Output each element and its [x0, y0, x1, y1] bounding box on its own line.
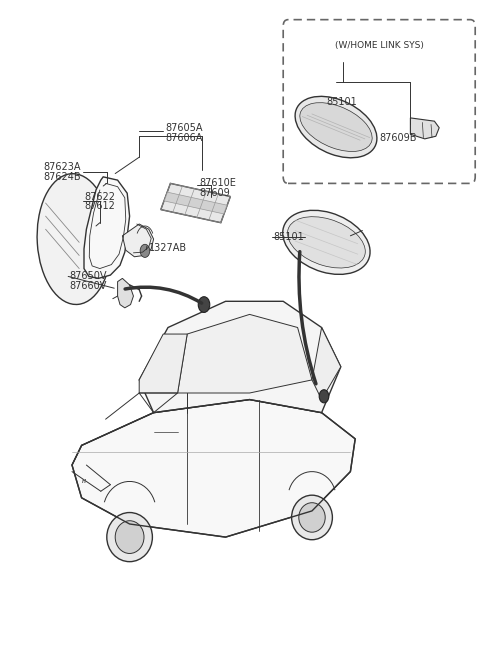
Text: 85101: 85101: [274, 232, 304, 242]
Text: 87605A: 87605A: [166, 122, 203, 133]
Circle shape: [319, 390, 329, 403]
Polygon shape: [122, 224, 154, 257]
Circle shape: [140, 244, 150, 257]
Polygon shape: [118, 278, 133, 308]
Ellipse shape: [299, 503, 325, 532]
FancyBboxPatch shape: [283, 20, 475, 183]
Text: 87609B: 87609B: [379, 132, 417, 143]
Text: 87606A: 87606A: [166, 132, 203, 143]
Text: 87624B: 87624B: [43, 172, 81, 182]
Text: 87660V: 87660V: [70, 281, 107, 291]
Text: 87650V: 87650V: [70, 271, 107, 282]
Text: 87610E: 87610E: [199, 178, 236, 189]
Ellipse shape: [107, 512, 153, 562]
Ellipse shape: [300, 103, 372, 151]
Polygon shape: [139, 301, 341, 413]
Ellipse shape: [288, 217, 365, 268]
Text: 87622: 87622: [84, 191, 115, 202]
Ellipse shape: [115, 521, 144, 553]
Ellipse shape: [295, 96, 377, 158]
Ellipse shape: [291, 495, 332, 540]
Text: 1327AB: 1327AB: [149, 242, 187, 253]
Polygon shape: [178, 314, 312, 393]
Polygon shape: [72, 400, 355, 537]
Polygon shape: [139, 334, 187, 393]
Text: 87609: 87609: [199, 188, 230, 198]
Ellipse shape: [37, 174, 112, 305]
Text: 87612: 87612: [84, 201, 115, 212]
Text: 87623A: 87623A: [43, 162, 81, 172]
Polygon shape: [161, 183, 230, 223]
Text: 85101: 85101: [326, 96, 357, 107]
Polygon shape: [410, 118, 439, 139]
Circle shape: [198, 297, 210, 312]
Text: (W/HOME LINK SYS): (W/HOME LINK SYS): [335, 41, 424, 50]
Polygon shape: [164, 192, 227, 214]
Polygon shape: [84, 177, 130, 278]
Ellipse shape: [283, 210, 370, 274]
Text: H: H: [82, 479, 86, 484]
Polygon shape: [312, 328, 341, 400]
